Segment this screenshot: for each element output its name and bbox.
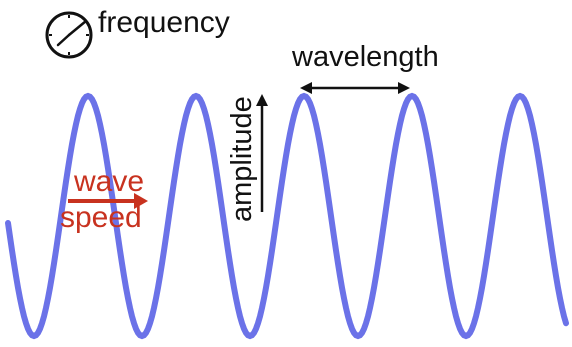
clock-icon bbox=[45, 11, 93, 59]
wavelength-arrow bbox=[300, 82, 410, 94]
wave-label: wave bbox=[73, 165, 144, 198]
frequency-label: frequency bbox=[98, 6, 230, 39]
wavelength-label: wavelength bbox=[291, 41, 439, 73]
amplitude-arrow bbox=[256, 94, 268, 212]
sine-wave bbox=[5, 92, 569, 340]
speed-label: speed bbox=[60, 201, 142, 234]
speed-arrow bbox=[68, 193, 148, 209]
amplitude-label: amplitude bbox=[226, 96, 258, 222]
